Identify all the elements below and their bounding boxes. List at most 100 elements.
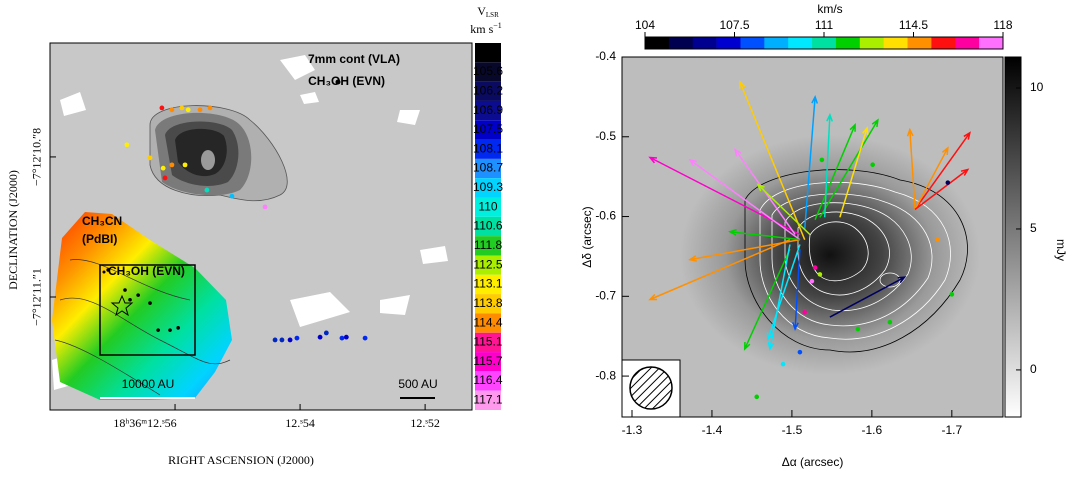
proper-motion-arrow <box>688 238 801 262</box>
maser-spot <box>106 268 110 272</box>
colorbar-cell <box>475 255 501 275</box>
colorbar-title: km/s <box>817 2 842 16</box>
maser-spot <box>945 180 951 185</box>
annotation: 500 AU <box>398 377 437 391</box>
maser-spot <box>887 319 893 325</box>
annotation: 10000 AU <box>122 377 175 391</box>
y-tick-label: -0.4 <box>595 49 616 63</box>
x-tick-label: 18ʰ36ᵐ12.ˢ56 <box>113 416 176 430</box>
maser-spot <box>147 155 153 161</box>
colorbar-cell <box>764 37 789 49</box>
left-background <box>50 43 472 410</box>
maser-spot <box>754 394 760 400</box>
proper-motion-arrow <box>803 94 819 230</box>
proper-motion-arrow <box>648 238 791 301</box>
colorbar-cell <box>475 62 501 82</box>
x-tick-label: -1.6 <box>862 423 883 437</box>
colorbar-label: 111 <box>815 18 834 32</box>
right-background <box>622 57 1003 417</box>
x-tick-label: -1.3 <box>622 423 643 437</box>
colorbar-label: 113.1 <box>473 277 502 291</box>
colorbar-cell <box>645 37 670 49</box>
proper-motion-arrow <box>739 79 806 240</box>
y-tick-label: -0.5 <box>595 129 616 143</box>
maser-spot <box>339 335 345 341</box>
colorbar-label: 5 <box>1030 221 1037 235</box>
colorbar-cell <box>475 294 501 314</box>
colorbar-cell <box>475 313 501 333</box>
colorbar-label: 114.5 <box>899 18 928 32</box>
vectors <box>648 79 971 400</box>
colorbar-label: 107.5 <box>719 18 749 32</box>
colorbar-cell <box>475 197 501 217</box>
colorbar-cell <box>475 236 501 256</box>
proper-motion-arrow <box>814 123 856 221</box>
colorbar-cell <box>740 37 765 49</box>
colorbar-cell <box>475 178 501 198</box>
maser-spot <box>323 330 329 336</box>
proper-motion-arrow <box>792 249 801 331</box>
maser-spot <box>870 162 875 167</box>
colorbar-label: 108.7 <box>473 161 503 175</box>
x-tick-label: 12.ˢ54 <box>285 416 315 430</box>
colorbar-cell <box>475 216 501 237</box>
colorbar-unit: mJy <box>1054 239 1068 261</box>
x-tick-label: -1.7 <box>941 423 962 437</box>
maser-spot <box>343 334 349 340</box>
maser-spot <box>317 334 323 340</box>
annotation: (PdBI) <box>82 232 117 246</box>
maser-spot <box>272 337 278 343</box>
y-tick-label: −7°12′10.″8 <box>30 128 44 186</box>
maser-spot <box>148 301 152 305</box>
maser-spot <box>197 107 203 113</box>
colorbar-label: 118 <box>993 18 1012 32</box>
colorbar-label: 115.1 <box>473 335 502 349</box>
maser-spot <box>168 328 172 332</box>
colorbar-label: 111.8 <box>474 238 503 252</box>
colorbar-cell <box>907 37 932 49</box>
annotation: 7mm cont (VLA) <box>308 52 400 66</box>
y-axis-label: Δδ (arcsec) <box>580 206 594 267</box>
colorbar-cell <box>475 158 501 179</box>
colorbar-unit-exp: −1 <box>493 21 502 30</box>
colorbar-cell <box>475 43 501 63</box>
maser-spot <box>362 335 368 341</box>
maser-spot <box>136 293 140 297</box>
maser-spot <box>159 105 165 111</box>
proper-motion-arrow <box>756 183 811 236</box>
maser-spot <box>809 278 815 284</box>
colorbar-cell <box>475 274 501 295</box>
legend-dot <box>335 79 341 85</box>
y-tick-label: -0.6 <box>595 209 616 223</box>
colorbar-label: 114.4 <box>473 315 502 329</box>
colorbar-label: 109.3 <box>473 180 503 194</box>
maser-spot <box>802 309 808 315</box>
y-tick-label: -0.7 <box>595 288 616 302</box>
maser-spot <box>229 193 235 199</box>
colorbar-cell <box>475 139 501 159</box>
y-tick-label: −7°12′11.″1 <box>30 268 44 326</box>
proper-motion-arrow <box>914 131 971 210</box>
proper-motion-arrow <box>839 126 869 218</box>
colorbar-label: 112.5 <box>473 257 502 271</box>
colorbar-label: 110 <box>478 199 497 213</box>
maser-spot <box>179 105 185 111</box>
x-axis-label: Δα (arcsec) <box>782 455 844 469</box>
colorbar-cell <box>883 37 908 49</box>
colorbar-label: 113.8 <box>473 296 502 310</box>
colorbar-title-sub: LSR <box>486 11 499 19</box>
x-tick-label: 12.ˢ52 <box>410 416 440 430</box>
proper-motion-arrow <box>688 158 801 241</box>
colorbar-label: 10 <box>1030 80 1044 94</box>
maser-spot <box>207 105 213 111</box>
proper-motion-arrow <box>823 112 833 218</box>
proper-motion-arrow <box>906 127 916 210</box>
colorbar-cell <box>475 120 501 140</box>
proper-motion-arrow <box>819 118 879 218</box>
annotation: CH₃CN <box>82 214 122 228</box>
colorbar-cell <box>859 37 884 49</box>
colorbar-unit-base: km s <box>470 22 493 36</box>
colorbar-title-v: V <box>477 4 486 18</box>
intensity-colorbar <box>1004 56 1022 418</box>
